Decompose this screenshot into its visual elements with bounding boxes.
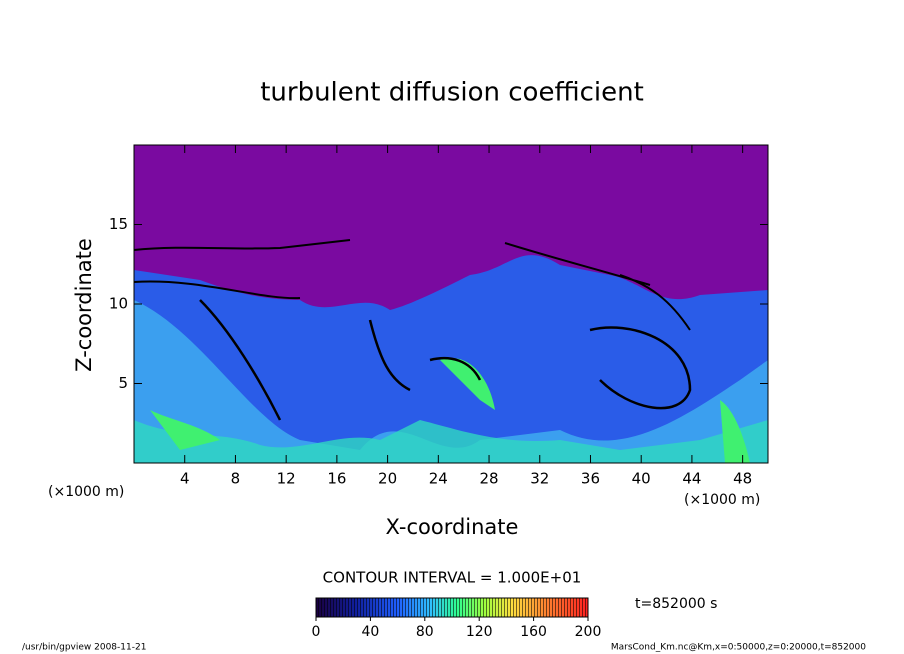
x-unit-label: (×1000 m) (684, 492, 760, 508)
field-region (134, 420, 768, 463)
x-unit-label: (×1000 m) (48, 484, 124, 500)
y-tick-label: 15 (109, 215, 128, 233)
colorbar-contours (316, 598, 588, 617)
x-tick-label: 48 (733, 470, 752, 488)
x-tick-label: 36 (581, 470, 600, 488)
colorbar-tick-label: 80 (416, 624, 434, 640)
colorbar-tick-label: 0 (312, 624, 321, 640)
x-tick-label: 16 (327, 470, 346, 488)
field-region (134, 145, 768, 310)
y-axis-label: Z-coordinate (72, 238, 96, 372)
colorbar-tick-label: 120 (466, 624, 493, 640)
footer-left: /usr/bin/gpview 2008-11-21 (22, 643, 146, 653)
x-tick-label: 12 (277, 470, 296, 488)
x-tick-label: 40 (632, 470, 651, 488)
x-tick-label: 28 (479, 470, 498, 488)
y-tick-label: 5 (118, 374, 128, 392)
contour-line (199, 299, 692, 421)
x-tick-label: 44 (682, 470, 701, 488)
x-tick-label: 20 (378, 470, 397, 488)
colorbar-tick-label: 200 (575, 624, 602, 640)
x-tick-label: 4 (180, 470, 190, 488)
x-tick-label: 32 (530, 470, 549, 488)
colorbar-tick-label: 160 (520, 624, 547, 640)
time-label: t=852000 s (635, 596, 717, 612)
x-tick-label: 8 (231, 470, 241, 488)
contour-field (134, 145, 768, 463)
x-tick-label: 24 (429, 470, 448, 488)
contour-interval: CONTOUR INTERVAL = 1.000E+01 (323, 569, 582, 587)
x-axis-label: X-coordinate (386, 515, 519, 539)
colorbar-tick-label: 40 (361, 624, 379, 640)
footer-right: MarsCond_Km.nc@Km,x=0:50000,z=0:20000,t=… (611, 643, 866, 653)
y-tick-label: 10 (109, 295, 128, 313)
chart-title: turbulent diffusion coefficient (260, 78, 644, 108)
contour-line (134, 239, 691, 331)
